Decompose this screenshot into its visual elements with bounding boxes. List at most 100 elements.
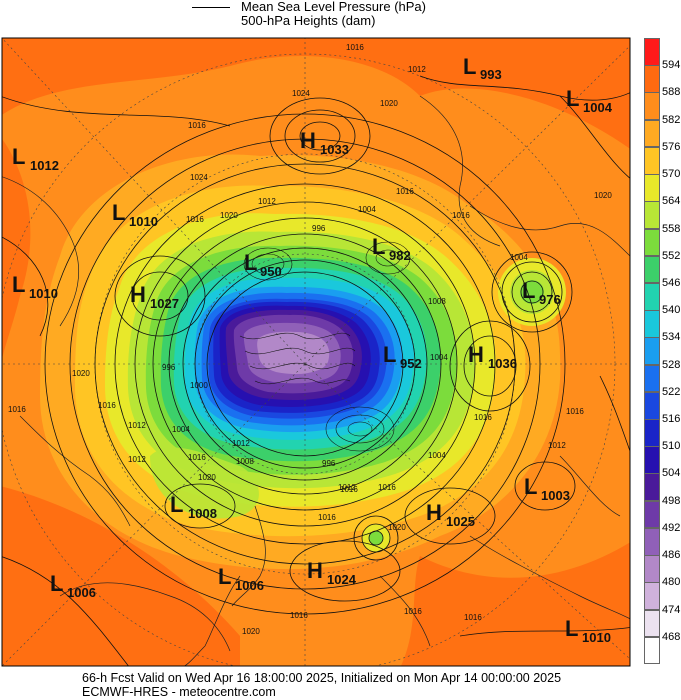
isobar-label: 1016: [188, 121, 206, 130]
isobar-label: 1004: [358, 205, 376, 214]
color-scale-cell: [644, 446, 660, 474]
low-1006-sw: L 1006: [50, 571, 96, 600]
height-field-588-north: [2, 38, 630, 149]
isobar-label: 1012: [128, 421, 146, 430]
svg-text:H: H: [307, 558, 323, 583]
weather-map: 1016 1012 1024 1020 1016 1024 1016 1020 …: [1, 37, 631, 667]
isobar-label: 1008: [236, 457, 254, 466]
isobar-label: 1016: [464, 613, 482, 622]
color-scale-tick: 552: [662, 249, 681, 262]
color-scale-cell: [644, 119, 660, 148]
isobar-label: 1020: [72, 369, 90, 378]
low-1003: L 1003: [524, 474, 570, 503]
svg-text:1027: 1027: [150, 296, 179, 311]
height-field-588-southwest: [2, 486, 240, 666]
low-952: L 952: [383, 342, 422, 371]
color-scale-tick: 480: [662, 576, 681, 589]
svg-text:1024: 1024: [327, 572, 357, 587]
isobar-label: 1020: [242, 627, 260, 636]
svg-text:L: L: [112, 200, 125, 225]
isobar-label: 1012: [128, 455, 146, 464]
color-scale-tick: 474: [662, 603, 681, 616]
color-scale-tick: 582: [662, 113, 681, 126]
svg-text:950: 950: [260, 264, 282, 279]
svg-text:L: L: [218, 564, 231, 589]
color-scale-tick: 576: [662, 140, 681, 153]
isobar-label: 1004: [428, 451, 446, 460]
isobar-label: 1016: [8, 405, 26, 414]
svg-text:1010: 1010: [29, 286, 58, 301]
isobar-label: 1012: [548, 441, 566, 450]
svg-text:L: L: [463, 54, 476, 79]
low-1004-ne: L 1004: [566, 86, 613, 115]
isobar-label: 1008: [428, 297, 446, 306]
color-scale-cell: [644, 500, 660, 529]
svg-text:H: H: [426, 500, 442, 525]
isobar-label: 1016: [186, 215, 204, 224]
svg-text:L: L: [565, 616, 578, 641]
svg-text:1004: 1004: [583, 100, 613, 115]
svg-text:L: L: [566, 86, 579, 111]
high-1024: H 1024: [307, 558, 357, 587]
high-1027: H 1027: [130, 282, 179, 311]
low-1010-nw: L 1010: [112, 200, 158, 229]
svg-text:L: L: [12, 144, 25, 169]
color-scale-cell: [644, 391, 660, 420]
color-scale-tick: 540: [662, 304, 681, 317]
source-text: ECMWF-HRES - meteocentre.com: [82, 685, 276, 699]
isobar-label: 1016: [318, 513, 336, 522]
color-scale-cell: [644, 228, 660, 257]
low-1008: L 1008: [170, 492, 217, 521]
isobar-label: 1016: [98, 401, 116, 410]
height-field-480: [257, 331, 330, 375]
isobar-legend-line: [192, 7, 230, 8]
high-1033: H 1033: [300, 128, 349, 157]
svg-text:952: 952: [400, 356, 422, 371]
color-scale-tick: 498: [662, 494, 681, 507]
isobar-label: 1016: [396, 187, 414, 196]
svg-text:1010: 1010: [582, 630, 611, 645]
isobar-label: 996: [322, 459, 336, 468]
svg-text:H: H: [130, 282, 146, 307]
legend-header: Mean Sea Level Pressure (hPa) 500-hPa He…: [0, 0, 681, 36]
isobar-label: 1024: [292, 89, 310, 98]
color-scale-cell: [644, 527, 660, 556]
svg-text:H: H: [468, 342, 484, 367]
color-scale-tick: 594: [662, 59, 681, 72]
color-scale-tick: 528: [662, 358, 681, 371]
color-scale-cell: [644, 65, 660, 93]
isobar-label: 1012: [232, 439, 250, 448]
color-scale-tick: 486: [662, 549, 681, 562]
isobars: [2, 75, 630, 666]
color-scale-tick: 564: [662, 195, 681, 208]
low-982: L 982: [372, 234, 411, 263]
svg-text:982: 982: [389, 248, 411, 263]
isobar-label: 1004: [510, 253, 528, 262]
color-scale-cell: [644, 255, 660, 284]
color-scale-cell: [644, 310, 660, 338]
svg-text:L: L: [524, 474, 537, 499]
pressure-systems: L 993 L 1004 H 1033 L 1012 L 1010 L 1010: [12, 54, 613, 645]
low-1012: L 1012: [12, 144, 59, 173]
low-950: L 950: [244, 250, 282, 279]
low-1006-s: L 1006: [218, 564, 264, 593]
svg-text:1033: 1033: [320, 142, 349, 157]
color-scale-cell: [644, 582, 660, 611]
isobar-label: 1016: [404, 607, 422, 616]
isobar-label: 1000: [190, 381, 208, 390]
low-1010-se: L 1010: [565, 616, 611, 645]
height-color-scale: [644, 38, 660, 665]
color-scale-tick: 534: [662, 331, 681, 344]
isobar-label: 1004: [172, 425, 190, 434]
color-scale-tick: 588: [662, 86, 681, 99]
color-scale-cell: [644, 201, 660, 229]
color-scale-cell: [644, 364, 660, 393]
isobar-label: 1020: [388, 523, 406, 532]
color-scale-cell: [644, 92, 660, 121]
color-scale-tick: 522: [662, 385, 681, 398]
svg-text:L: L: [522, 278, 535, 303]
low-993: L 993: [463, 54, 502, 82]
color-scale-cell: [644, 419, 660, 447]
color-scale-tick: 468: [662, 630, 681, 643]
coastlines: [2, 95, 630, 666]
